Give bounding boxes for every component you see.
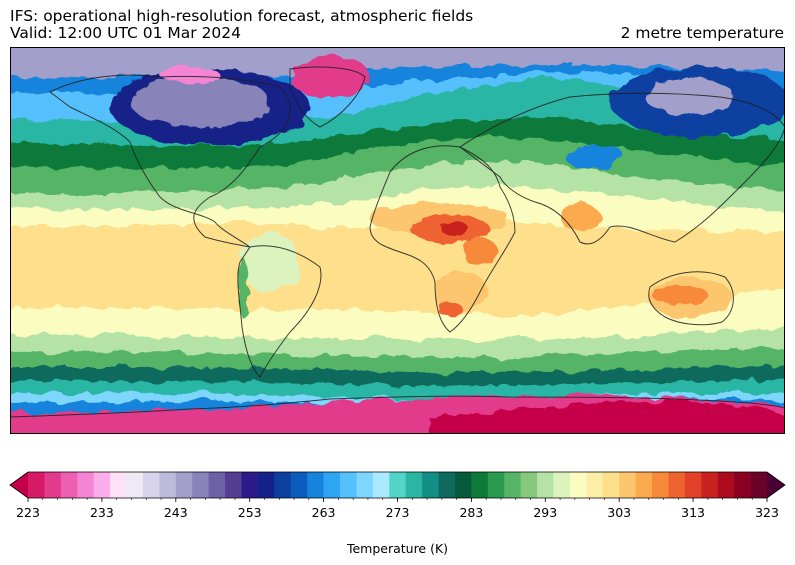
colorbar-swatch [44, 472, 62, 498]
colorbar-swatches [9, 471, 786, 499]
colorbar-swatch [734, 472, 751, 498]
colorbar-tick-label: 303 [607, 505, 631, 520]
east-africa-hot [462, 238, 498, 266]
colorbar-swatch [750, 472, 768, 498]
tibet-cold [565, 145, 625, 169]
antarctica-core [430, 402, 785, 434]
colorbar-swatch [422, 472, 439, 498]
valid-time: Valid: 12:00 UTC 01 Mar 2024 [10, 24, 242, 42]
colorbar-label: Temperature (K) [346, 541, 448, 556]
colorbar-tick-label: 243 [164, 505, 188, 520]
colorbar-swatch [553, 472, 571, 498]
colorbar-swatch [471, 472, 489, 498]
india-warm [560, 203, 600, 231]
colorbar-extend-low [10, 472, 28, 498]
north-america-coast [49, 74, 291, 248]
colorbar-swatch [274, 472, 292, 498]
colorbar-swatch [405, 472, 423, 498]
colorbar-swatch [504, 472, 522, 498]
colorbar-swatch [520, 472, 538, 498]
forecast-title: IFS: operational high-resolution forecas… [10, 7, 474, 25]
colorbar-tick-label: 293 [533, 505, 557, 520]
colorbar-swatch [668, 472, 686, 498]
greenland-cold [290, 55, 370, 99]
australia-coast [648, 271, 734, 326]
colorbar-swatch [110, 472, 127, 498]
colorbar-swatch [192, 472, 210, 498]
colorbar-tick-label: 283 [459, 505, 483, 520]
colorbar-swatch [257, 472, 275, 498]
colorbar-swatch [340, 472, 357, 498]
colorbar-swatch [602, 472, 620, 498]
temperature-bands [10, 47, 785, 434]
colorbar-swatch [537, 472, 554, 498]
south-america-mild [240, 232, 300, 292]
asia-coast [459, 92, 785, 245]
colorbar-swatch [717, 472, 735, 498]
colorbar-swatch [208, 472, 226, 498]
colorbar-tick-label: 273 [386, 505, 410, 520]
colorbar-swatch [93, 472, 111, 498]
arctic-pink [160, 67, 220, 83]
colorbar-swatch [652, 472, 669, 498]
colorbar-swatch [356, 472, 374, 498]
colorbar-extend-high [767, 472, 785, 498]
colorbar-tick-label: 233 [90, 505, 114, 520]
siberia-core [645, 79, 735, 115]
colorbar-tick-label: 253 [238, 505, 262, 520]
variable-title: 2 metre temperature [620, 24, 784, 42]
colorbar-swatch [290, 472, 308, 498]
greenland-coast [289, 66, 366, 128]
colorbar: 223 233 243 253 263 273 283 293 303 313 323 Temper… [9, 471, 786, 556]
coastlines [10, 66, 785, 418]
central-africa-core [441, 222, 469, 236]
europe-africa-coast [369, 145, 516, 333]
colorbar-tick-label: 263 [312, 505, 336, 520]
south-america-coast [237, 245, 322, 378]
colorbar-swatch [60, 472, 78, 498]
colorbar-tick-label: 323 [755, 505, 779, 520]
colorbar-swatch [569, 472, 587, 498]
colorbar-swatch [619, 472, 637, 498]
colorbar-swatch [28, 472, 45, 498]
colorbar-swatch [241, 472, 259, 498]
colorbar-swatch [635, 472, 653, 498]
colorbar-tick-label: 313 [681, 505, 705, 520]
colorbar-swatch [142, 472, 160, 498]
colorbar-swatch [225, 472, 242, 498]
australia-hot [652, 285, 708, 305]
colorbar-swatch [701, 472, 719, 498]
south-africa-hot [438, 301, 462, 317]
colorbar-swatch [454, 472, 472, 498]
antarctica-coast [10, 395, 785, 418]
colorbar-swatch [323, 472, 341, 498]
colorbar-swatch [586, 472, 604, 498]
colorbar-swatch [126, 472, 144, 498]
colorbar-swatch [372, 472, 390, 498]
temperature-map [10, 47, 785, 434]
title-left: IFS: operational high-resolution forecas… [10, 8, 473, 42]
colorbar-ticks: 223 233 243 253 263 273 283 293 303 313 323 [16, 498, 779, 520]
colorbar-swatch [487, 472, 505, 498]
canada-core [130, 77, 270, 127]
colorbar-swatch [175, 472, 193, 498]
colorbar-swatch [684, 472, 702, 498]
colorbar-swatch [159, 472, 177, 498]
colorbar-swatch [307, 472, 324, 498]
colorbar-tick-label: 223 [16, 505, 40, 520]
colorbar-swatch [438, 472, 456, 498]
colorbar-swatch [389, 472, 407, 498]
colorbar-swatch [77, 472, 95, 498]
